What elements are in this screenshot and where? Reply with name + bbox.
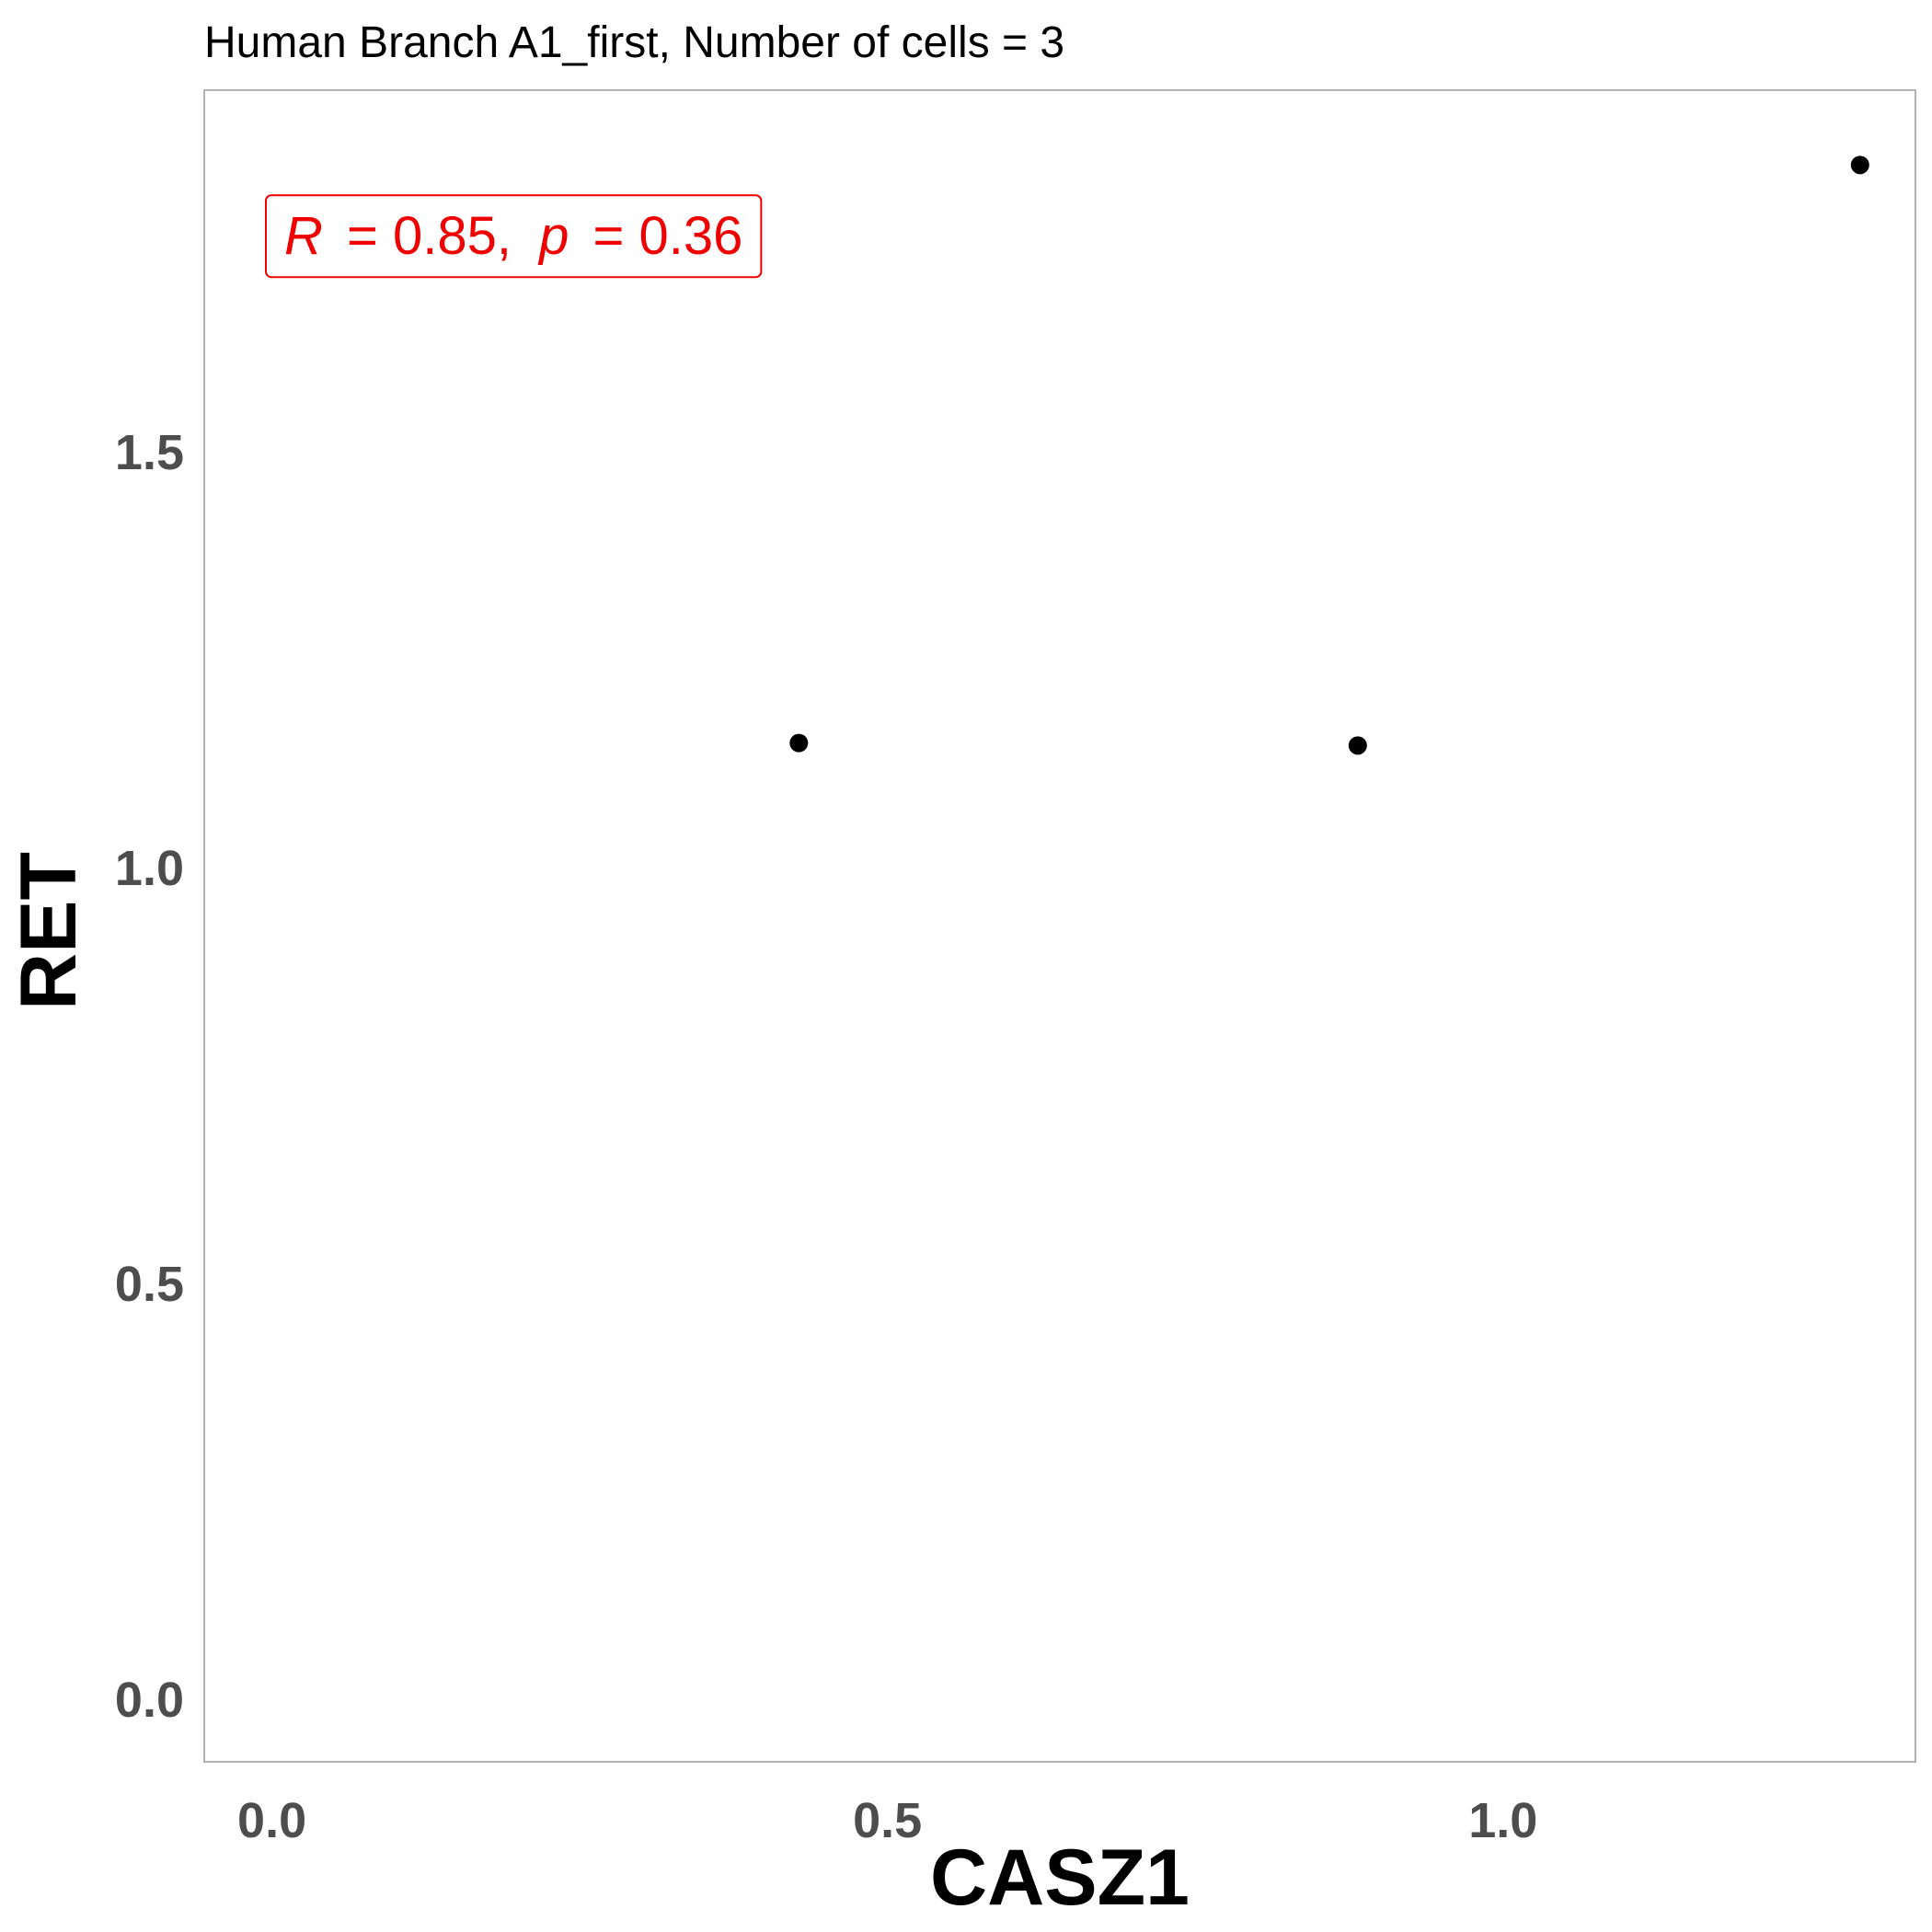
x-tick-label: 0.5 xyxy=(853,1793,922,1848)
plot-panel xyxy=(203,89,1916,1763)
annotation-text: R = 0.85, p = 0.36 xyxy=(284,206,742,266)
data-point xyxy=(789,733,809,753)
x-tick-label: 0.0 xyxy=(237,1793,306,1848)
data-point xyxy=(1850,155,1869,175)
data-points xyxy=(789,155,1869,755)
correlation-annotation: R = 0.85, p = 0.36 xyxy=(264,194,763,279)
x-axis-label: CASZ1 xyxy=(930,1834,1190,1922)
annotation-box xyxy=(264,194,763,279)
y-axis-label: RET xyxy=(5,852,93,1010)
y-tick-label: 0.5 xyxy=(115,1257,184,1312)
r-value: = 0.85, xyxy=(347,206,512,266)
y-tick-label: 1.0 xyxy=(115,841,184,896)
x-tick-label: 1.0 xyxy=(1468,1793,1537,1848)
chart-title: Human Branch A1_first, Number of cells =… xyxy=(204,18,1064,67)
p-symbol: p xyxy=(537,206,569,266)
y-axis-ticks: 0.0 0.5 1.0 1.5 xyxy=(115,425,184,1728)
y-tick-label: 1.5 xyxy=(115,425,184,480)
data-point xyxy=(1348,736,1367,755)
p-value: = 0.36 xyxy=(592,206,742,266)
r-symbol: R xyxy=(284,206,323,266)
x-axis-ticks: 0.0 0.5 1.0 xyxy=(237,1793,1537,1848)
y-tick-label: 0.0 xyxy=(115,1673,184,1728)
